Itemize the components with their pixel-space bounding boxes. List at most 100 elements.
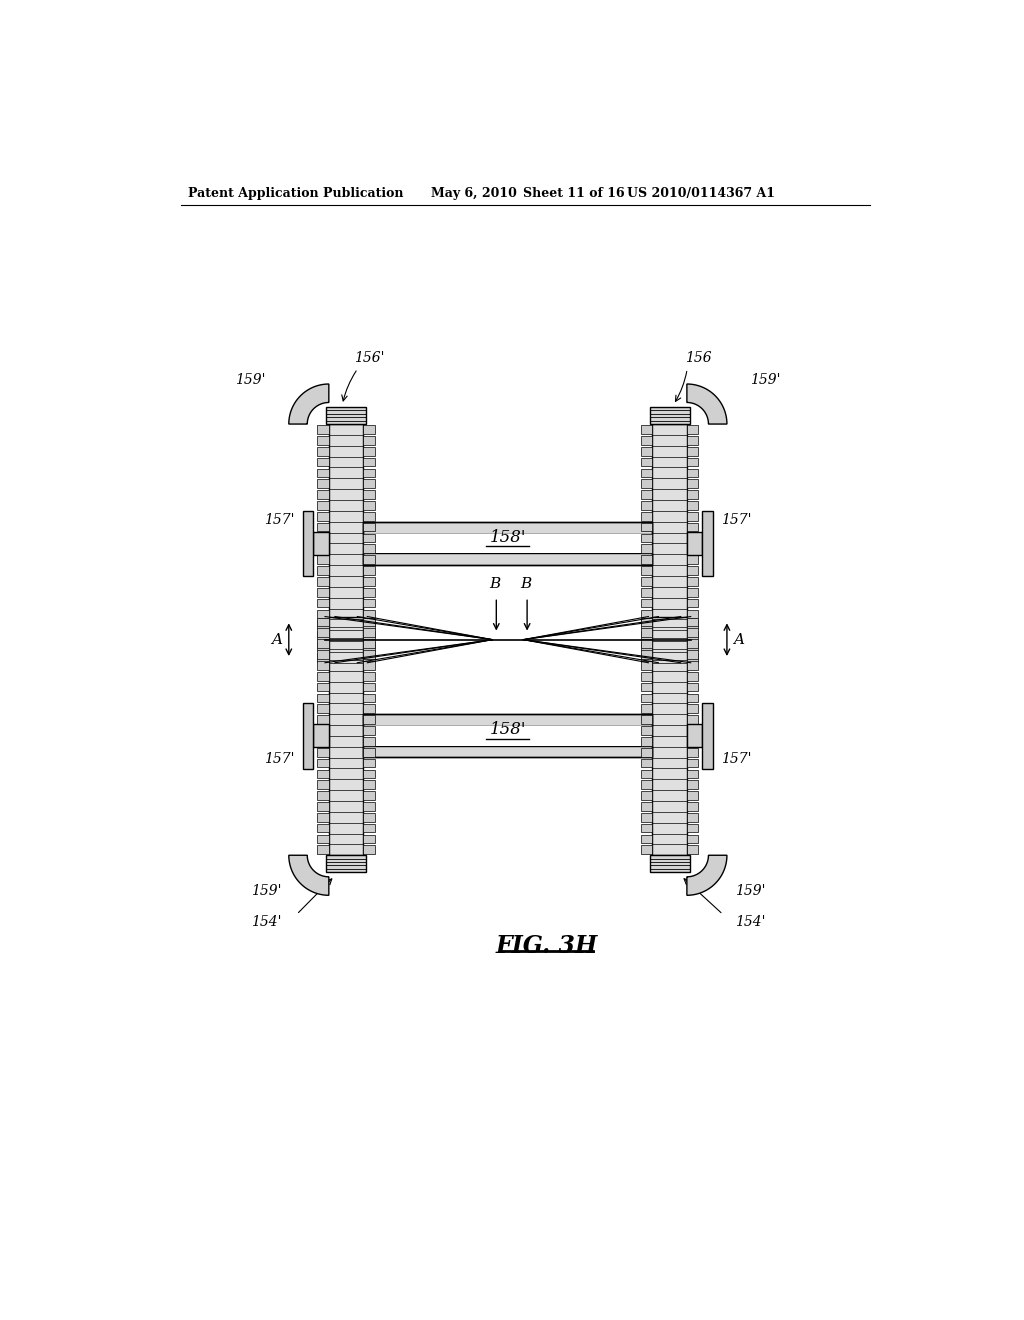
Bar xyxy=(364,672,375,681)
Text: 157': 157' xyxy=(721,752,752,766)
Bar xyxy=(317,618,329,626)
Bar xyxy=(317,639,329,648)
Bar xyxy=(687,791,698,800)
Bar xyxy=(364,846,375,854)
Bar xyxy=(317,748,329,756)
Bar xyxy=(687,780,698,789)
Bar xyxy=(317,436,329,445)
Bar xyxy=(649,407,689,424)
Bar xyxy=(687,436,698,445)
Bar xyxy=(641,447,652,455)
Bar xyxy=(641,533,652,543)
Bar xyxy=(364,714,652,726)
Bar xyxy=(687,610,698,618)
Bar xyxy=(364,628,375,638)
Bar xyxy=(687,639,698,648)
Bar xyxy=(641,748,652,756)
Bar xyxy=(317,544,329,553)
Text: 156': 156' xyxy=(354,351,384,364)
Bar xyxy=(364,639,375,648)
Bar xyxy=(313,532,329,554)
Bar xyxy=(317,737,329,746)
Bar xyxy=(641,620,652,630)
Bar xyxy=(364,759,375,767)
Bar xyxy=(687,532,702,554)
Bar xyxy=(641,587,652,597)
Bar xyxy=(317,803,329,810)
Bar xyxy=(364,661,375,669)
Bar xyxy=(702,511,713,576)
Bar xyxy=(364,737,375,746)
Bar xyxy=(317,682,329,692)
Bar xyxy=(687,759,698,767)
Bar xyxy=(364,803,375,810)
Bar xyxy=(641,661,652,669)
Bar xyxy=(364,726,652,746)
Bar xyxy=(702,704,713,768)
Bar xyxy=(317,628,329,638)
Bar xyxy=(317,523,329,532)
Bar xyxy=(641,458,652,466)
Text: 159': 159' xyxy=(251,884,282,899)
Bar xyxy=(641,726,652,735)
Bar xyxy=(317,587,329,597)
Bar xyxy=(364,479,375,488)
Bar xyxy=(652,616,687,855)
Bar xyxy=(687,490,698,499)
Bar xyxy=(641,556,652,564)
Bar xyxy=(687,479,698,488)
Bar xyxy=(649,855,689,873)
Bar xyxy=(317,631,329,640)
Bar xyxy=(364,791,375,800)
Bar xyxy=(687,725,702,747)
Bar xyxy=(687,661,698,669)
Bar xyxy=(317,824,329,833)
Bar xyxy=(364,502,375,510)
Bar xyxy=(641,651,652,659)
Bar xyxy=(641,618,652,626)
Bar xyxy=(317,715,329,723)
Bar xyxy=(687,705,698,713)
Bar xyxy=(641,737,652,746)
Bar xyxy=(364,533,652,553)
Bar xyxy=(641,639,652,648)
Text: 158': 158' xyxy=(489,529,526,545)
Bar xyxy=(687,651,698,659)
Text: 157': 157' xyxy=(721,513,752,527)
Bar xyxy=(652,424,687,663)
Text: 156: 156 xyxy=(685,351,712,364)
Bar xyxy=(317,620,329,630)
Bar xyxy=(364,533,375,543)
Bar xyxy=(687,618,698,626)
Bar xyxy=(364,587,375,597)
Bar xyxy=(329,424,364,663)
Bar xyxy=(317,672,329,681)
Text: 158': 158' xyxy=(489,721,526,738)
Bar xyxy=(317,726,329,735)
Text: 154': 154' xyxy=(734,915,765,929)
Bar xyxy=(364,715,375,723)
Bar xyxy=(364,553,652,565)
Bar xyxy=(317,425,329,434)
Bar xyxy=(303,511,313,576)
Bar xyxy=(687,653,698,661)
Bar xyxy=(364,631,375,640)
Bar xyxy=(364,521,652,533)
Bar xyxy=(364,469,375,478)
Bar xyxy=(687,628,698,638)
Bar xyxy=(364,620,375,630)
Bar xyxy=(364,705,375,713)
Bar xyxy=(687,693,698,702)
Bar xyxy=(364,682,375,692)
Bar xyxy=(326,855,367,873)
Text: B: B xyxy=(489,577,501,591)
Bar xyxy=(641,693,652,702)
Bar xyxy=(364,577,375,586)
Bar xyxy=(317,533,329,543)
Bar xyxy=(641,846,652,854)
Bar xyxy=(364,651,375,659)
Text: Patent Application Publication: Patent Application Publication xyxy=(188,186,403,199)
Bar xyxy=(317,791,329,800)
Bar xyxy=(687,846,698,854)
Bar xyxy=(687,533,698,543)
